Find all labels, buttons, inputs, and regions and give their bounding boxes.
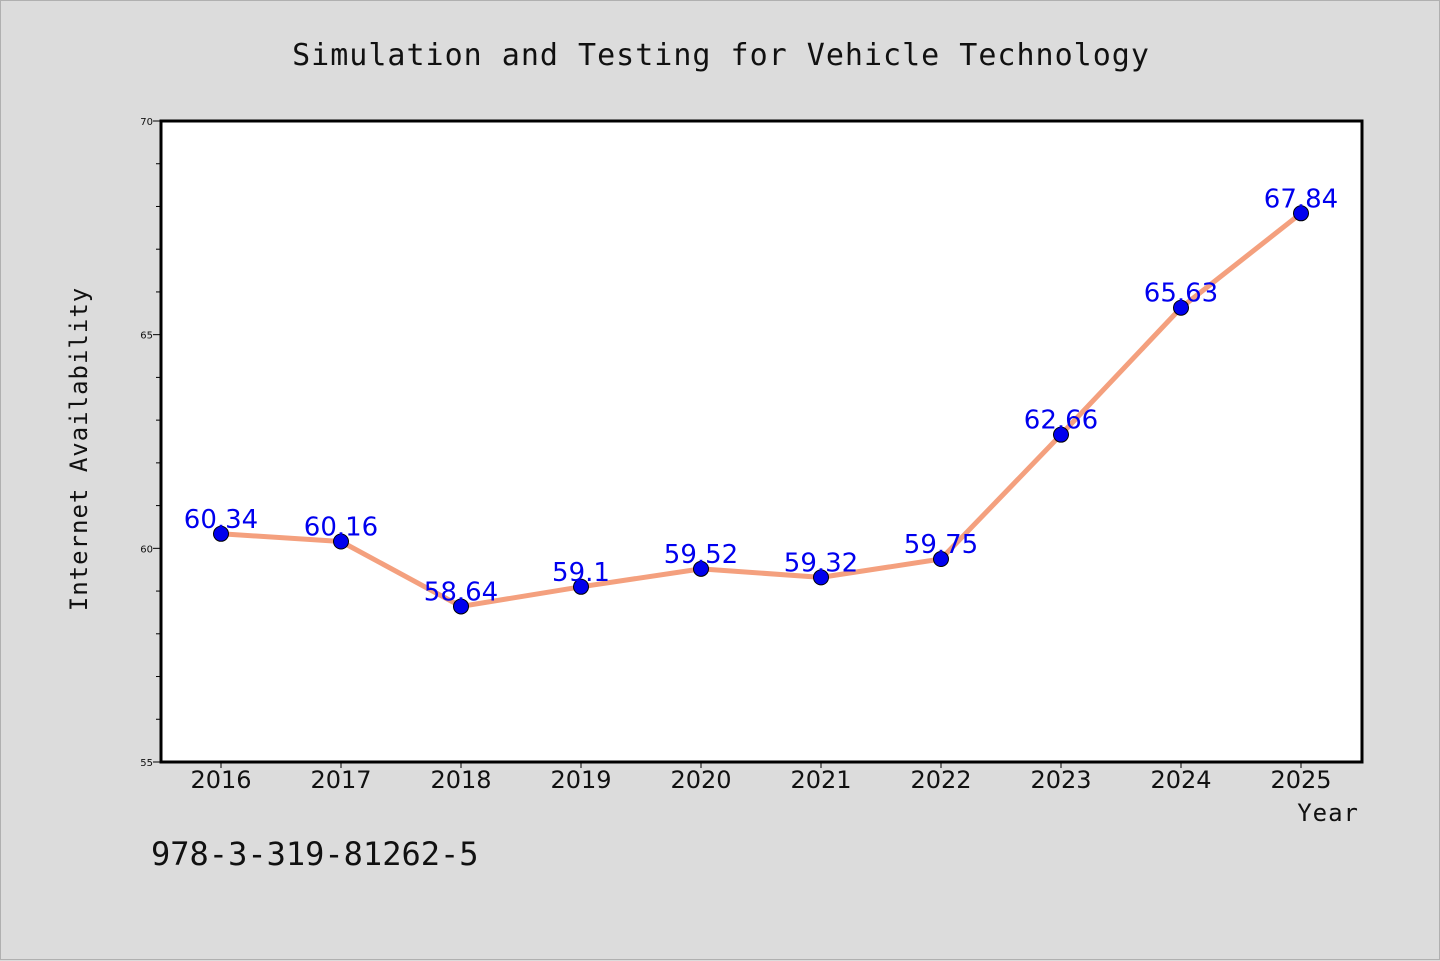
data-label: 58.64: [424, 577, 498, 607]
x-tick-label: 2017: [310, 766, 371, 794]
plot-area: [159, 119, 1364, 764]
x-tick-label: 2024: [1150, 766, 1211, 794]
y-tick-label: 65: [140, 331, 153, 342]
x-axis-label: Year: [1297, 799, 1359, 827]
x-tick-label: 2023: [1030, 766, 1091, 794]
data-labels: 60.34 60.16 58.64 59.1 59.52 59.32 59.75 62.66 6…: [184, 184, 1338, 607]
data-point: [813, 569, 829, 586]
x-tick-label: 2021: [790, 766, 851, 794]
data-point: [693, 560, 709, 577]
x-tick-label: 2018: [430, 766, 491, 794]
data-label: 60.16: [304, 512, 378, 542]
chart-title: Simulation and Testing for Vehicle Techn…: [292, 38, 1150, 73]
series-line: [218, 210, 1304, 609]
data-label: 59.1: [552, 558, 610, 588]
y-tick-label: 55: [140, 758, 153, 769]
x-axis: 2016 2017 2018 2019 2020 2021 2022 2023 2024 2025: [190, 762, 1332, 794]
x-tick-label: 2025: [1270, 766, 1331, 794]
data-point: [573, 578, 589, 595]
series-layer: [213, 205, 1309, 615]
data-point: [213, 525, 229, 542]
data-label: 67.84: [1264, 184, 1338, 214]
y-axis: 55 60 65 70: [140, 117, 161, 769]
data-point: [1293, 205, 1309, 222]
data-point: [1053, 426, 1069, 443]
x-tick-label: 2020: [670, 766, 731, 794]
data-label: 59.32: [784, 548, 858, 578]
isbn-watermark: 978-3-319-81262-5: [151, 835, 479, 873]
data-point: [1173, 299, 1189, 316]
y-tick-label: 60: [140, 544, 153, 555]
y-axis-label: Internet Availability: [65, 287, 93, 611]
data-label: 60.34: [184, 505, 258, 535]
data-label: 65.63: [1144, 279, 1218, 309]
x-tick-label: 2019: [550, 766, 611, 794]
y-tick-label: 70: [140, 117, 153, 128]
data-point: [933, 551, 949, 568]
data-label: 62.66: [1024, 406, 1098, 436]
data-point: [333, 533, 349, 550]
x-tick-label: 2016: [190, 766, 251, 794]
data-point: [453, 598, 469, 615]
x-tick-label: 2022: [910, 766, 971, 794]
data-label: 59.75: [904, 530, 978, 560]
data-label: 59.52: [664, 540, 738, 570]
